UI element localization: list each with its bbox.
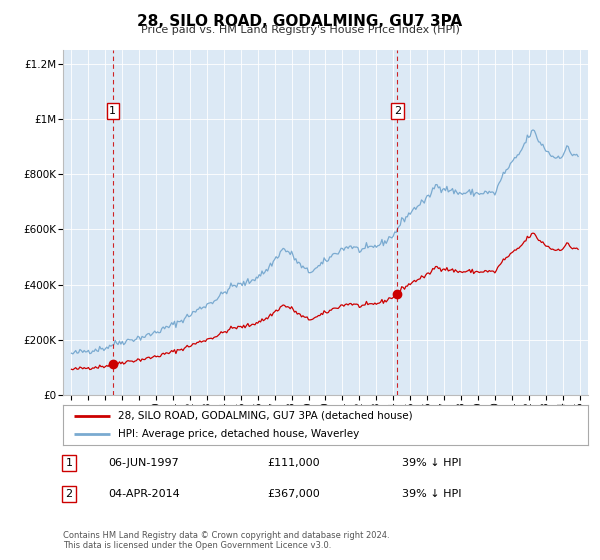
Text: 1: 1 — [65, 458, 73, 468]
Text: Contains HM Land Registry data © Crown copyright and database right 2024.: Contains HM Land Registry data © Crown c… — [63, 531, 389, 540]
Text: 06-JUN-1997: 06-JUN-1997 — [109, 458, 179, 468]
Text: 2: 2 — [394, 106, 401, 116]
Text: 1: 1 — [109, 106, 116, 116]
Text: 2: 2 — [65, 489, 73, 499]
Text: 28, SILO ROAD, GODALMING, GU7 3PA: 28, SILO ROAD, GODALMING, GU7 3PA — [137, 14, 463, 29]
Text: HPI: Average price, detached house, Waverley: HPI: Average price, detached house, Wave… — [118, 430, 359, 439]
Text: 28, SILO ROAD, GODALMING, GU7 3PA (detached house): 28, SILO ROAD, GODALMING, GU7 3PA (detac… — [118, 411, 413, 421]
Text: This data is licensed under the Open Government Licence v3.0.: This data is licensed under the Open Gov… — [63, 541, 331, 550]
Text: £367,000: £367,000 — [268, 489, 320, 499]
Text: 39% ↓ HPI: 39% ↓ HPI — [402, 489, 462, 499]
Text: 39% ↓ HPI: 39% ↓ HPI — [402, 458, 462, 468]
Text: Price paid vs. HM Land Registry's House Price Index (HPI): Price paid vs. HM Land Registry's House … — [140, 25, 460, 35]
Text: £111,000: £111,000 — [268, 458, 320, 468]
Text: 04-APR-2014: 04-APR-2014 — [108, 489, 180, 499]
